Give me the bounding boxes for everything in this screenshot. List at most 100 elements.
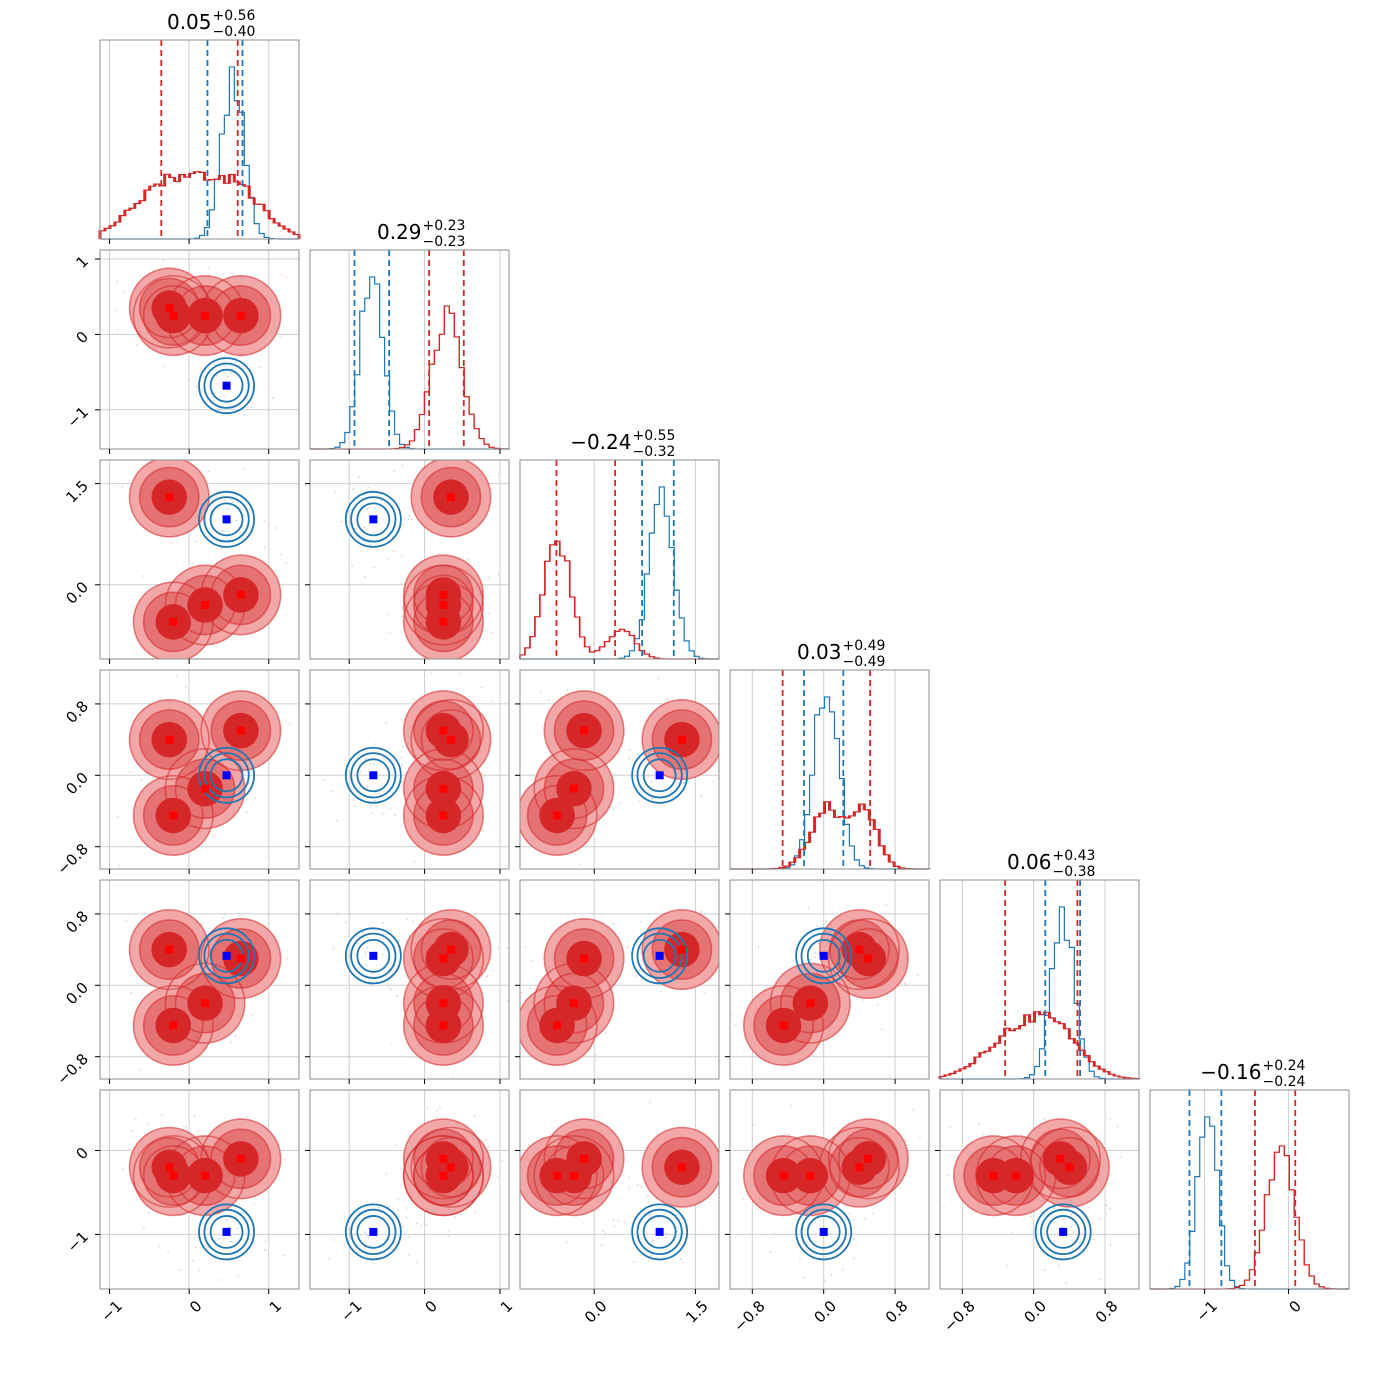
red-marker <box>989 1171 998 1180</box>
y-tick-label: −1 <box>64 403 92 431</box>
red-marker <box>569 999 578 1008</box>
red-contour-line <box>138 1136 200 1198</box>
scatter-point <box>258 365 261 368</box>
scatter-point <box>487 1145 490 1148</box>
y-tick-label: 0.0 <box>62 578 92 608</box>
scatter-point <box>116 816 119 819</box>
red-contour-line <box>402 962 484 1044</box>
panel-4-3 <box>729 879 930 1080</box>
scatter-point <box>487 612 490 615</box>
red-contour-line <box>963 1145 1024 1207</box>
scatter-point <box>682 782 685 784</box>
red-marker <box>169 1171 178 1180</box>
scatter-point <box>425 1223 428 1226</box>
scatter-point <box>1088 1207 1091 1209</box>
red-marker <box>236 726 245 735</box>
red-marker <box>201 601 210 610</box>
panel-frame <box>99 249 300 450</box>
scatter-point <box>231 1241 233 1243</box>
scatter-point <box>649 1101 652 1103</box>
scatter-point <box>286 957 288 960</box>
scatter-point <box>323 778 326 781</box>
blue-marker <box>222 381 231 390</box>
scatter-point <box>385 1172 388 1175</box>
scatter-point <box>186 864 189 867</box>
blue-contour-line <box>356 502 391 537</box>
scatter-point <box>128 771 131 773</box>
scatter-point <box>566 688 569 691</box>
red-marker <box>779 1021 788 1030</box>
panel-title-minus: −0.38 <box>1053 864 1096 880</box>
red-marker <box>236 1154 245 1163</box>
scatter-point <box>354 528 357 531</box>
red-marker <box>553 811 562 820</box>
scatter-point <box>904 983 906 986</box>
scatter-point <box>207 470 210 473</box>
red-contour-line <box>142 591 204 653</box>
scatter-point <box>824 919 827 922</box>
scatter-point <box>416 1261 419 1264</box>
scatter-point <box>340 520 343 523</box>
scatter-point <box>374 507 376 510</box>
blue-marker <box>655 771 664 780</box>
scatter-point <box>414 1055 417 1058</box>
scatter-point <box>912 1108 915 1111</box>
blue-contour-line <box>356 758 391 793</box>
blue-contour-line <box>1046 1215 1081 1249</box>
scatter-point <box>330 790 333 793</box>
scatter-point <box>562 1066 565 1069</box>
scatter-point <box>665 1232 668 1235</box>
red-contour-line <box>413 928 474 989</box>
scatter-point <box>807 906 810 909</box>
red-marker <box>165 945 174 954</box>
scatter-point <box>375 805 378 808</box>
scatter-point <box>350 786 353 789</box>
red-contour-line <box>413 1145 474 1207</box>
panel-frame <box>309 669 510 870</box>
scatter-point <box>518 601 520 603</box>
scatter-point <box>223 371 226 374</box>
scatter-point <box>228 1226 230 1228</box>
scatter-point <box>399 756 402 759</box>
red-marker <box>439 726 448 735</box>
scatter-point <box>377 938 380 940</box>
scatter-point <box>218 1237 220 1240</box>
scatter-point <box>352 488 355 490</box>
panel-5-3 <box>729 1089 930 1290</box>
red-marker <box>1056 1154 1065 1163</box>
red-contour-line <box>402 581 484 659</box>
red-contour-line <box>413 972 474 1034</box>
blue-histogram <box>520 486 720 660</box>
red-contour-line <box>526 995 588 1056</box>
scatter-point <box>485 1138 488 1141</box>
scatter-point <box>243 413 246 416</box>
panel-title-plus: +0.23 <box>423 218 466 234</box>
blue-contour-line <box>356 1215 391 1249</box>
x-tick-label: 0 <box>422 1297 441 1316</box>
panel-title-median: 0.05 <box>167 10 212 34</box>
scatter-point <box>405 1207 408 1209</box>
blue-contour-line <box>344 1203 402 1261</box>
scatter-point <box>388 631 391 634</box>
scatter-point <box>263 1248 266 1251</box>
scatter-point <box>529 987 532 990</box>
scatter-point <box>1030 1215 1033 1218</box>
scatter-point <box>612 1218 615 1221</box>
red-marker <box>446 735 455 744</box>
scatter-point <box>1070 1225 1073 1228</box>
blue-marker <box>369 1227 378 1236</box>
scatter-point <box>96 1222 98 1224</box>
scatter-point <box>596 1115 599 1118</box>
blue-contour-line <box>642 1215 677 1249</box>
red-contour-line <box>651 919 713 981</box>
panel-frame <box>729 669 930 870</box>
hist-panel-2: −0.24 +0.55−0.32 <box>519 428 720 660</box>
red-contour-line <box>128 909 210 991</box>
scatter-point <box>366 507 369 510</box>
scatter-point <box>158 1245 160 1248</box>
red-contour-line <box>742 984 825 1067</box>
scatter-point <box>657 677 660 680</box>
scatter-point <box>468 695 471 698</box>
scatter-point <box>170 541 173 544</box>
scatter-point <box>223 395 226 398</box>
